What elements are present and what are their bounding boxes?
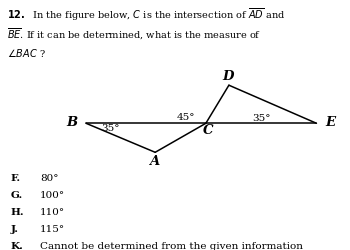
Text: 45°: 45°	[177, 113, 196, 122]
Text: 115°: 115°	[40, 225, 65, 234]
Text: F.: F.	[10, 174, 21, 183]
Text: H.: H.	[10, 208, 24, 217]
Text: $\mathbf{12.}$  In the figure below, $\mathit{C}$ is the intersection of $\overl: $\mathbf{12.}$ In the figure below, $\ma…	[7, 6, 285, 23]
Text: Cannot be determined from the given information: Cannot be determined from the given info…	[40, 242, 303, 250]
Text: K.: K.	[10, 242, 23, 250]
Text: C: C	[203, 124, 214, 136]
Text: E: E	[325, 116, 335, 129]
Text: 35°: 35°	[252, 114, 271, 123]
Text: 80°: 80°	[40, 174, 59, 183]
Text: D: D	[222, 70, 233, 83]
Text: $\angle BAC$ ?: $\angle BAC$ ?	[7, 47, 46, 59]
Text: 100°: 100°	[40, 191, 65, 200]
Text: B: B	[66, 116, 78, 129]
Text: A: A	[149, 155, 159, 168]
Text: G.: G.	[10, 191, 23, 200]
Text: J.: J.	[10, 225, 19, 234]
Text: $\overline{BE}$. If it can be determined, what is the measure of: $\overline{BE}$. If it can be determined…	[7, 27, 261, 42]
Text: 35°: 35°	[101, 124, 119, 133]
Text: 110°: 110°	[40, 208, 65, 217]
